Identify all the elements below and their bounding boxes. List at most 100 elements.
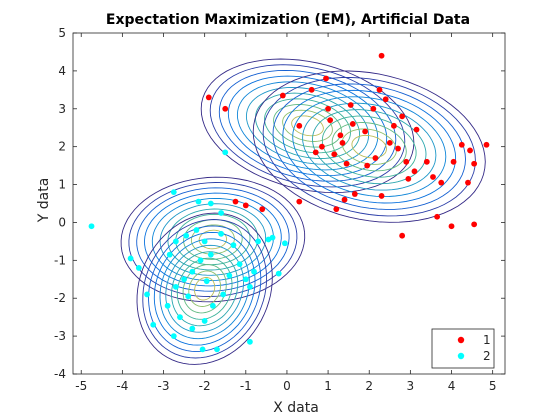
contour-line-3	[142, 219, 268, 359]
y-tick-label: -3	[54, 329, 66, 343]
contour-line-0	[227, 75, 388, 177]
series-2-point	[197, 257, 204, 264]
series-1-point	[467, 147, 473, 154]
series-1-point	[323, 75, 329, 82]
plot-area: -5 -4 -3 -2 -1 0 1 2 3 4 5 -4 -3 -2 -1 0 1 2 3 4 5	[54, 26, 506, 393]
contour-line-3	[176, 257, 233, 320]
series-2-point	[222, 149, 229, 156]
series-1-point	[312, 149, 319, 156]
series-1-point	[362, 128, 369, 135]
series-2-point	[195, 198, 202, 205]
series-2-point	[247, 283, 253, 290]
legend-box	[431, 328, 495, 369]
series-1-point	[471, 160, 478, 167]
x-tick-label: 4	[448, 379, 456, 393]
contour-line-0	[255, 92, 361, 159]
series-1-point	[370, 105, 377, 112]
series-1-point	[405, 175, 412, 182]
series-1-point	[349, 121, 356, 127]
series-2-point	[172, 283, 179, 290]
series-2-point	[166, 251, 173, 258]
series-1-point	[450, 158, 457, 165]
series-2-point	[199, 346, 206, 353]
series-1-point	[372, 155, 379, 161]
series-1-point	[327, 117, 334, 124]
series-1-point	[347, 102, 354, 108]
contour-line-1	[302, 102, 437, 191]
series-1-point	[319, 143, 325, 150]
gaussian-contours	[120, 58, 486, 365]
series-2-point	[127, 255, 134, 262]
series-1-point	[364, 162, 371, 169]
series-2-point	[201, 318, 208, 324]
contour-line-2	[128, 182, 298, 297]
axis-ticks: -5 -4 -3 -2 -1 0 1 2 3 4 5 -4 -3 -2 -1 0 1 2 3 4 5	[54, 26, 505, 393]
series-2-point	[218, 210, 225, 216]
series-1-point	[337, 132, 344, 139]
x-tick-label: -2	[199, 379, 211, 393]
y-tick-label: -2	[54, 291, 66, 305]
series-2-point	[226, 272, 233, 279]
series-1-point	[423, 158, 430, 165]
y-tick-label: 2	[58, 140, 66, 154]
series-2-point	[236, 261, 243, 268]
contour-line-3	[194, 277, 216, 301]
legend: 1 2	[431, 328, 495, 369]
series-2-point	[275, 270, 282, 277]
y-tick-label: 4	[58, 64, 66, 78]
series-1-point	[465, 179, 471, 186]
scatter-points	[88, 52, 490, 353]
contour-line-0	[200, 58, 415, 194]
series-1-point	[331, 151, 338, 158]
x-tick-label: 2	[365, 379, 373, 393]
series-1-point	[471, 221, 478, 228]
series-2-point	[172, 238, 179, 245]
series-1-point	[279, 92, 286, 99]
series-1-point	[434, 213, 441, 220]
series-2-point	[207, 251, 214, 258]
series-2-point	[189, 325, 196, 332]
series-2-point	[209, 302, 216, 309]
x-tick-label: 0	[283, 379, 291, 393]
contour-line-1	[252, 70, 486, 223]
series-1-point	[483, 141, 490, 148]
series-2-point	[203, 278, 210, 285]
legend-marker-series-2	[457, 352, 465, 360]
series-1-point	[382, 96, 389, 103]
x-axis-label: X data	[273, 400, 319, 416]
series-2-point	[193, 227, 200, 233]
series-1-point	[242, 202, 249, 209]
series-2-point	[181, 276, 187, 283]
contour-line-1	[321, 115, 417, 178]
chart-title: Expectation Maximization (EM), Artificia…	[106, 12, 470, 28]
series-1-point	[376, 86, 383, 93]
series-1-point	[259, 206, 266, 213]
contour-line-3	[165, 244, 244, 333]
series-2-point	[170, 333, 177, 340]
series-2-point	[88, 223, 95, 230]
series-1-point	[411, 168, 418, 175]
contour-line-2	[151, 197, 274, 282]
series-1-point	[232, 198, 239, 205]
legend-label-series-2: 2	[483, 349, 491, 363]
series-1-point	[403, 158, 410, 165]
series-1-point	[413, 126, 420, 133]
series-1-point	[351, 191, 358, 197]
series-2-point	[242, 276, 249, 283]
series-2-point	[247, 338, 253, 345]
series-1-point	[341, 196, 348, 203]
series-1-point	[333, 206, 340, 213]
contour-line-1	[341, 128, 397, 165]
contour-line-3	[188, 270, 221, 307]
series-2-point	[214, 346, 220, 353]
contour-line-0	[236, 81, 379, 171]
series-2-point	[201, 238, 208, 245]
series-1-point	[438, 179, 445, 186]
series-2-point	[207, 200, 214, 207]
y-tick-label: -1	[54, 253, 66, 267]
series-1-point	[296, 122, 303, 129]
x-tick-label: -4	[116, 379, 128, 393]
contour-line-2	[159, 203, 267, 276]
x-tick-label: 3	[407, 379, 415, 393]
